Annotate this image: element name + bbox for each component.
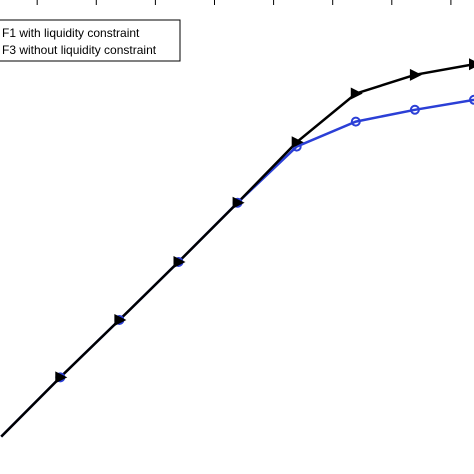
marker-f1-4 <box>232 196 245 209</box>
marker-f3-7 <box>409 104 420 115</box>
marker-f3-6 <box>350 116 361 127</box>
marker-f1-6 <box>350 87 363 100</box>
marker-f3-8 <box>469 94 474 105</box>
legend-box <box>0 19 181 62</box>
x-axis-ticks <box>36 0 452 5</box>
marker-f1-7 <box>409 68 422 81</box>
series-markers <box>55 58 474 384</box>
marker-f1-8 <box>469 58 474 71</box>
marker-f1-1 <box>55 371 68 384</box>
marker-f1-2 <box>114 313 127 326</box>
marker-f1-3 <box>173 255 186 268</box>
legend: F1 with liquidity constraint F3 without … <box>0 19 181 62</box>
legend-entry-f1: F1 with liquidity constraint <box>2 26 140 40</box>
marker-f1-5 <box>291 136 304 149</box>
legend-entry-f3: F3 without liquidity constraint <box>2 43 157 57</box>
